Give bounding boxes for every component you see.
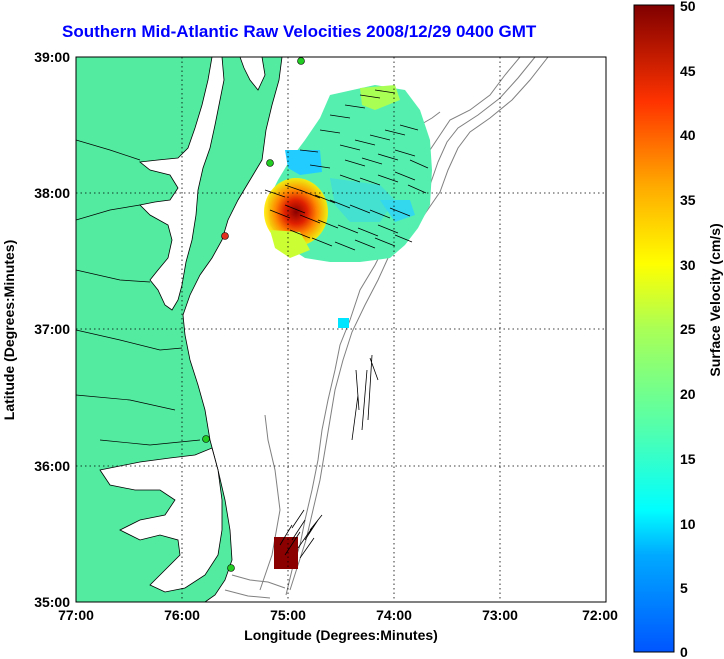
colorbar-scale [633,4,675,653]
delaware-bay [239,57,266,91]
colorbar-tick: 40 [680,127,696,143]
colorbar-tick: 25 [680,321,696,337]
x-tick-label: 74:00 [376,607,412,623]
colorbar-tick: 5 [680,580,688,596]
colorbar-tick: 35 [680,192,696,208]
x-tick-label: 75:00 [270,607,306,623]
pamlico-sound [99,447,223,593]
colorbar: 50 45 40 35 30 25 20 15 10 5 0 Surface V… [633,0,723,659]
y-axis: 39:00 38:00 37:00 36:00 35:00 Latitude (… [1,49,70,610]
colorbar-tick: 0 [680,644,688,659]
y-tick-label: 35:00 [34,594,70,610]
colorbar-tick: 50 [680,0,696,14]
colorbar-tick: 20 [680,386,696,402]
x-axis-label: Longitude (Degrees:Minutes) [244,627,438,643]
y-axis-label: Latitude (Degrees:Minutes) [1,240,17,420]
x-axis: 77:00 76:00 75:00 74:00 73:00 72:00 Long… [58,607,618,643]
station-marker [297,57,305,65]
x-tick-label: 72:00 [582,607,618,623]
y-tick-label: 38:00 [34,185,70,201]
colorbar-tick: 45 [680,63,696,79]
station-marker [266,159,274,167]
y-tick-label: 39:00 [34,49,70,65]
bathymetry-contours [224,57,549,599]
grid-lines [76,57,606,602]
colorbar-tick: 30 [680,257,696,273]
colorbar-tick: 15 [680,451,696,467]
colorbar-label: Surface Velocity (cm/s) [707,223,723,376]
velocity-vectors [264,89,429,559]
rivers [76,139,201,446]
plot-frame [75,56,607,603]
radar-stations [202,57,305,572]
colorbar-tick: 10 [680,516,696,532]
station-marker [202,435,210,443]
x-tick-label: 77:00 [58,607,94,623]
x-tick-label: 76:00 [164,607,200,623]
station-marker [227,564,235,572]
x-tick-label: 73:00 [482,607,518,623]
station-marker [221,232,229,240]
y-tick-label: 36:00 [34,458,70,474]
y-tick-label: 37:00 [34,321,70,337]
plot-title: Southern Mid-Atlantic Raw Velocities 200… [62,22,537,41]
